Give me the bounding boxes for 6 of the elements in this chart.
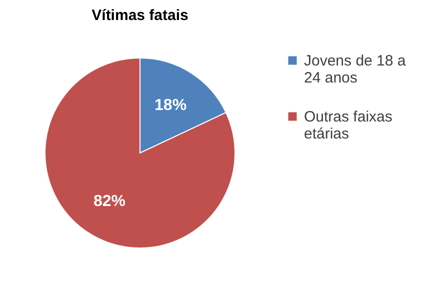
data-label: 18% [154,96,187,114]
legend-label: Jovens de 18 a 24 anos [304,52,406,86]
pie-slice [44,58,236,248]
chart-title: Vítimas fatais [92,7,188,24]
legend-label: Outras faixas etárias [304,108,392,142]
data-label: 82% [93,193,126,210]
